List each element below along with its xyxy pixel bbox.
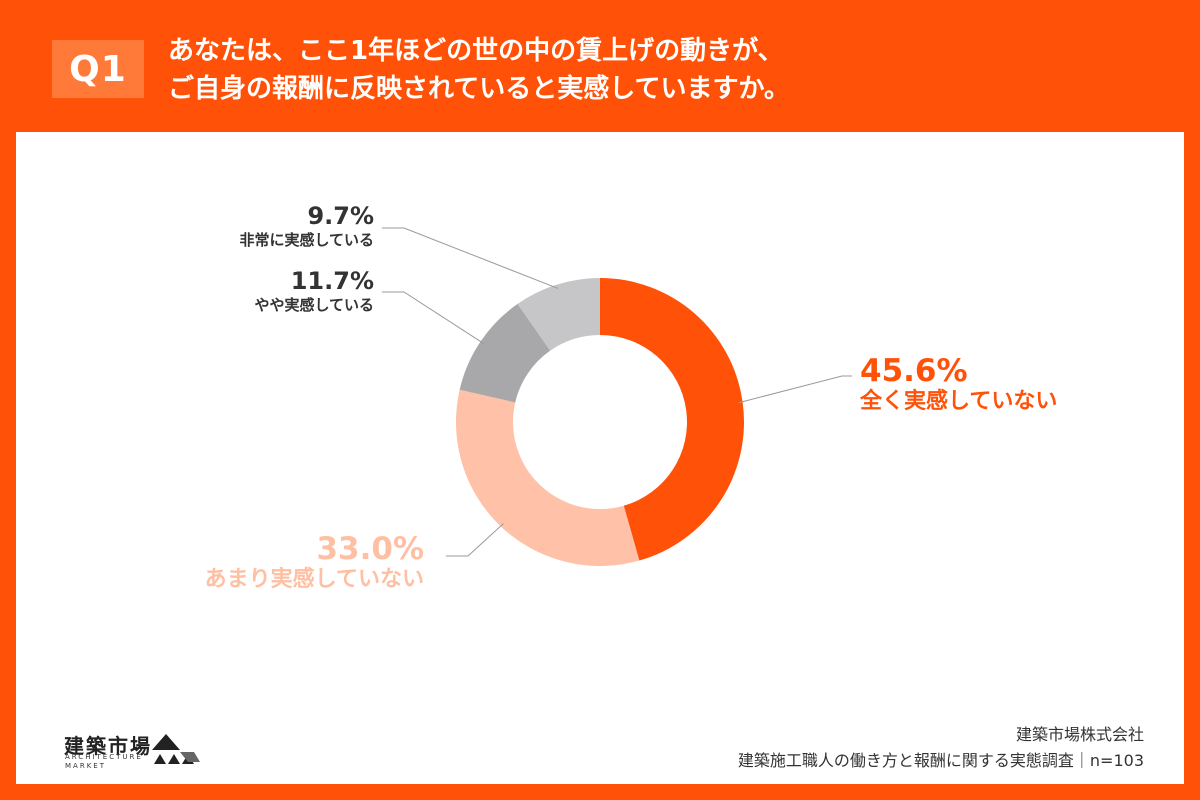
question-line-2: ご自身の報酬に反映されていると実感していますか。	[168, 74, 790, 104]
leader-line	[738, 375, 852, 404]
company-logo: 建築市場 ARCHITECTURE MARKET	[64, 730, 224, 770]
slice-value-label: 11.7%	[290, 267, 374, 295]
header-banner: Q1 あなたは、ここ1年ほどの世の中の賃上げの動きが、 ご自身の報酬に反映されて…	[0, 0, 1200, 132]
question-line-1: あなたは、ここ1年ほどの世の中の賃上げの動きが、	[168, 36, 784, 66]
donut-slice	[459, 303, 551, 403]
leader-line	[446, 523, 504, 557]
label-not-very-aware: 33.0% あまり実感していない	[205, 532, 424, 594]
leader-line	[382, 291, 485, 345]
question-badge: Q1	[52, 40, 144, 98]
donut-chart	[382, 227, 852, 566]
slice-category-label: 全く実感していない	[860, 389, 1058, 414]
logo-text: 建築市場	[64, 734, 152, 758]
donut-slice	[600, 278, 744, 561]
slice-value-label: 45.6%	[860, 353, 968, 389]
company-name: 建築市場株式会社	[1015, 725, 1144, 744]
label-not-at-all-aware: 45.6% 全く実感していない	[860, 354, 1057, 416]
slice-value-label: 33.0%	[316, 531, 424, 567]
label-very-aware: 9.7% 非常に実感している	[239, 202, 374, 250]
slice-value-label: 9.7%	[307, 202, 374, 230]
credit: 建築市場株式会社 建築施工職人の働き方と報酬に関する実態調査｜n=103	[738, 722, 1144, 774]
survey-name: 建築施工職人の働き方と報酬に関する実態調査｜n=103	[737, 751, 1144, 770]
logo-mountain-icon	[152, 734, 200, 764]
donut-slice	[455, 389, 640, 566]
slice-category-label: やや実感している	[254, 296, 374, 314]
chart-panel: 9.7% 非常に実感している 11.7% やや実感している 45.6% 全く実感…	[16, 132, 1184, 784]
donut-slice	[517, 278, 600, 351]
logo-subtext: MARKET	[65, 762, 106, 770]
leader-line	[382, 227, 559, 289]
question-text: あなたは、ここ1年ほどの世の中の賃上げの動きが、 ご自身の報酬に反映されていると…	[168, 32, 1168, 108]
label-somewhat-aware: 11.7% やや実感している	[254, 267, 374, 315]
slice-category-label: 非常に実感している	[239, 231, 374, 249]
logo-subtext: ARCHITECTURE	[65, 753, 143, 761]
slice-category-label: あまり実感していない	[204, 567, 424, 592]
